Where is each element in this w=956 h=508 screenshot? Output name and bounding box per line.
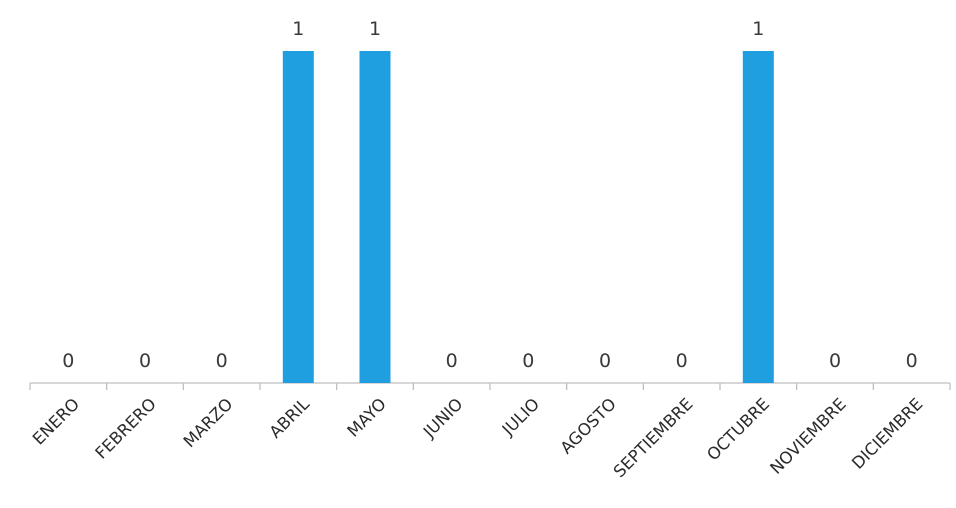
data-label-septiembre: 0 [676,350,688,372]
x-tick-label-diciembre: DICIEMBRE [848,394,926,472]
bar-mayo [359,51,391,383]
bars-group [282,51,774,383]
data-label-noviembre: 0 [829,350,841,372]
x-tick-label-abril: ABRIL [266,394,314,442]
x-tick-label-octubre: OCTUBRE [703,394,773,464]
x-tick-label-noviembre: NOVIEMBRE [766,394,849,477]
x-tick-label-mayo: MAYO [344,394,390,440]
data-label-octubre: 1 [752,18,764,40]
data-label-diciembre: 0 [906,350,918,372]
x-tick-label-febrero: FEBRERO [92,394,160,462]
bar-abril [282,51,314,383]
data-label-mayo: 1 [369,18,381,40]
data-label-marzo: 0 [216,350,228,372]
x-tick-labels-group: ENERO FEBRERO MARZO ABRIL MAYO JUNIO JULIO AGOS… [29,394,927,481]
x-tick-label-junio: JUNIO [419,394,466,441]
x-tick-label-marzo: MARZO [180,394,237,451]
x-axis-ticks [29,383,951,390]
x-tick-label-agosto: AGOSTO [557,394,620,457]
data-label-abril: 1 [292,18,304,40]
data-label-julio: 0 [522,350,534,372]
data-labels-group: 0 0 0 1 1 0 0 0 0 1 0 0 [62,18,917,372]
data-label-agosto: 0 [599,350,611,372]
bar-octubre [742,51,774,383]
data-label-junio: 0 [446,350,458,372]
data-label-enero: 0 [62,350,74,372]
x-tick-label-septiembre: SEPTIEMBRE [610,394,697,481]
x-tick-label-julio: JULIO [498,394,543,439]
data-label-febrero: 0 [139,350,151,372]
x-tick-label-enero: ENERO [29,394,83,448]
